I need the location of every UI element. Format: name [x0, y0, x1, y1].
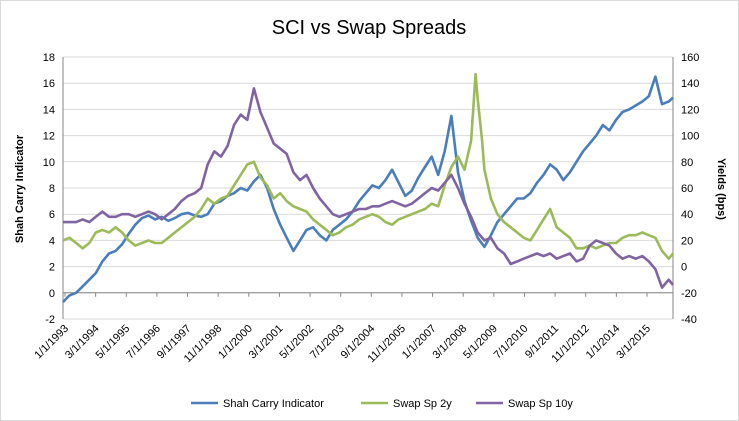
y2-tick-label: 60	[681, 183, 693, 195]
series-line	[62, 72, 675, 261]
y-tick-label: 0	[49, 288, 55, 300]
x-tick-label: 3/1/2015	[614, 323, 653, 362]
legend-label: Swap Sp 10y	[508, 398, 573, 410]
y-tick-label: 2	[49, 262, 55, 274]
y-tick-label: 18	[43, 52, 55, 64]
y2-tick-label: 140	[681, 78, 699, 90]
y-tick-label: 8	[49, 183, 55, 195]
legend-label: Swap Sp 2y	[393, 398, 452, 410]
y2-tick-label: 120	[681, 104, 699, 116]
legend-entry: Shah Carry Indicator	[191, 398, 324, 410]
y2-tick-label: 0	[681, 262, 687, 274]
y2-tick-label: 100	[681, 131, 699, 143]
legend-entry: Swap Sp 2y	[361, 398, 452, 410]
y2-tick-label: -20	[681, 288, 697, 300]
y-tick-label: 12	[43, 131, 55, 143]
y2-tick-label: 40	[681, 209, 693, 221]
legend: Shah Carry Indicator Swap Sp 2y Swap Sp 10…	[191, 398, 573, 410]
y-tick-label: 6	[49, 209, 55, 221]
y-tick-label: -2	[45, 314, 55, 326]
y-tick-label: 4	[49, 235, 55, 247]
chart-title: SCI vs Swap Spreads	[272, 17, 467, 39]
x-tick-label: 7/1/2010	[492, 323, 531, 362]
series-line	[63, 87, 675, 289]
gridlines	[63, 56, 673, 320]
y2-tick-label: 20	[681, 235, 693, 247]
legend-label: Shah Carry Indicator	[223, 398, 324, 410]
y-tick-label: 16	[43, 78, 55, 90]
legend-entry: Swap Sp 10y	[476, 398, 573, 410]
y-tick-label: 14	[43, 104, 55, 116]
y2-tick-label: 80	[681, 157, 693, 169]
y-tick-label: 10	[43, 157, 55, 169]
y2-tick-label: -40	[681, 314, 697, 326]
y-axis-title: Shah Carry Indicator	[14, 134, 26, 243]
series-lines	[62, 72, 675, 303]
y2-axis-title: Yields (bps)	[715, 158, 727, 220]
y2-tick-label: 160	[681, 52, 699, 64]
series-line	[62, 75, 674, 303]
